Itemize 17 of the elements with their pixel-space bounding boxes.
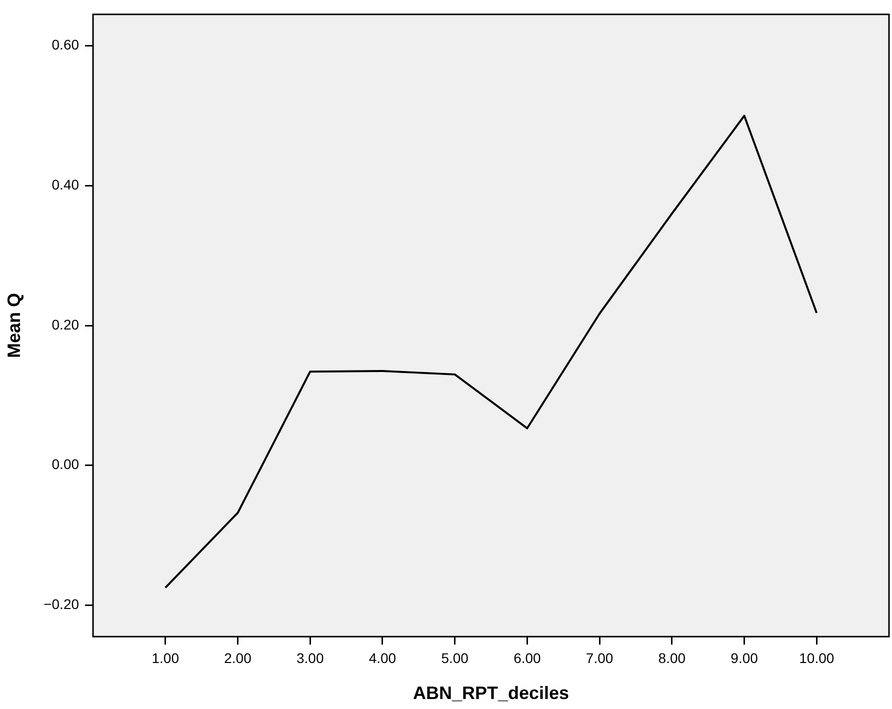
y-tick-label: −0.20 bbox=[44, 596, 80, 612]
x-tick-label: 10.00 bbox=[799, 650, 834, 666]
x-tick-label: 2.00 bbox=[224, 650, 252, 666]
x-tick-label: 3.00 bbox=[296, 650, 324, 666]
x-tick-label: 5.00 bbox=[441, 650, 469, 666]
x-tick-label: 9.00 bbox=[730, 650, 758, 666]
x-tick-label: 8.00 bbox=[658, 650, 686, 666]
x-tick-label: 4.00 bbox=[368, 650, 396, 666]
x-axis-title: ABN_RPT_deciles bbox=[412, 683, 570, 704]
x-tick-label: 6.00 bbox=[514, 650, 542, 666]
y-tick-label: 0.20 bbox=[52, 316, 80, 332]
y-tick-label: 0.60 bbox=[52, 36, 80, 53]
y-tick-label: 0.00 bbox=[52, 456, 80, 472]
y-axis-title: Mean Q bbox=[4, 292, 24, 358]
x-tick-label: 1.00 bbox=[152, 650, 180, 666]
y-tick-label: 0.40 bbox=[52, 176, 80, 193]
x-tick-label: 7.00 bbox=[586, 650, 614, 666]
